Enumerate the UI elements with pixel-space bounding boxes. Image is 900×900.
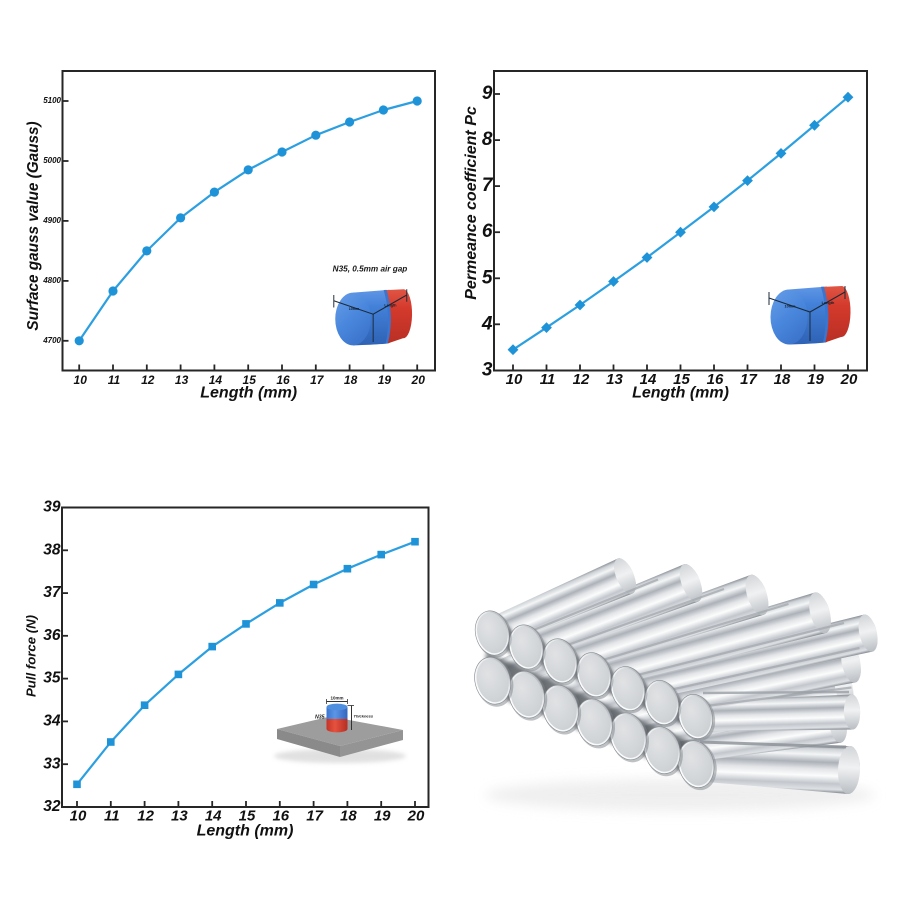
svg-text:19: 19: [374, 808, 391, 825]
svg-text:7: 7: [482, 175, 494, 196]
svg-text:20: 20: [407, 808, 425, 825]
svg-text:14: 14: [209, 373, 223, 387]
svg-text:15: 15: [243, 373, 257, 387]
svg-text:N35: N35: [315, 715, 325, 721]
svg-text:Surface gauss value (Gauss): Surface gauss value (Gauss): [25, 121, 42, 330]
svg-text:Length (mm): Length (mm): [197, 823, 294, 840]
svg-text:6: 6: [482, 221, 493, 242]
svg-text:16: 16: [272, 808, 289, 825]
svg-text:4800: 4800: [42, 276, 61, 285]
svg-text:33: 33: [43, 755, 61, 772]
svg-text:39: 39: [43, 499, 61, 516]
svg-text:15: 15: [239, 808, 256, 825]
svg-text:4700: 4700: [42, 336, 61, 345]
svg-text:Length (mm): Length (mm): [632, 385, 729, 402]
svg-text:18: 18: [344, 373, 358, 387]
svg-text:38: 38: [43, 541, 61, 558]
svg-text:19: 19: [378, 373, 392, 387]
svg-text:11: 11: [540, 371, 556, 388]
svg-text:4900: 4900: [42, 216, 61, 225]
svg-text:9: 9: [482, 83, 493, 104]
svg-text:12: 12: [137, 808, 154, 825]
svg-text:N35, 0.5mm air gap: N35, 0.5mm air gap: [333, 265, 408, 274]
svg-text:Length: Length: [384, 304, 396, 308]
svg-text:16: 16: [276, 373, 290, 387]
svg-text:Pull force (N): Pull force (N): [24, 615, 39, 697]
svg-text:13: 13: [175, 373, 189, 387]
svg-text:5000: 5000: [43, 156, 61, 165]
svg-text:14: 14: [205, 808, 222, 825]
svg-text:5100: 5100: [43, 96, 61, 105]
svg-text:10: 10: [74, 373, 88, 387]
svg-text:10mm: 10mm: [785, 305, 797, 309]
svg-text:18: 18: [340, 808, 357, 825]
svg-text:4: 4: [481, 313, 493, 334]
svg-text:20: 20: [411, 373, 426, 387]
svg-text:13: 13: [171, 808, 188, 825]
svg-text:14: 14: [640, 371, 657, 388]
svg-text:16: 16: [707, 371, 724, 388]
svg-text:12: 12: [573, 371, 590, 388]
svg-text:18: 18: [774, 371, 791, 388]
svg-text:11: 11: [108, 373, 121, 387]
svg-text:32: 32: [43, 798, 61, 815]
svg-text:5: 5: [482, 267, 493, 288]
svg-text:8: 8: [482, 129, 493, 150]
svg-text:36: 36: [43, 627, 61, 644]
svg-text:17: 17: [310, 373, 325, 387]
svg-text:10mm: 10mm: [349, 307, 359, 311]
svg-text:37: 37: [43, 584, 62, 601]
svg-text:17: 17: [306, 808, 323, 825]
svg-text:10: 10: [70, 808, 87, 825]
svg-text:Length: Length: [822, 301, 835, 305]
svg-text:20: 20: [840, 371, 858, 388]
svg-text:13: 13: [606, 371, 623, 388]
svg-text:Thickness: Thickness: [354, 714, 374, 719]
svg-text:11: 11: [104, 808, 120, 825]
svg-text:17: 17: [740, 371, 757, 388]
svg-text:34: 34: [43, 712, 61, 729]
svg-text:35: 35: [43, 670, 61, 687]
svg-text:Permeance coefficient Pc: Permeance coefficient Pc: [463, 106, 480, 300]
svg-text:10: 10: [506, 371, 523, 388]
svg-text:10mm: 10mm: [330, 696, 343, 701]
svg-text:3: 3: [482, 359, 493, 380]
svg-text:19: 19: [807, 371, 824, 388]
svg-text:12: 12: [141, 373, 155, 387]
svg-text:15: 15: [673, 371, 690, 388]
svg-text:Length (mm): Length (mm): [200, 385, 297, 402]
